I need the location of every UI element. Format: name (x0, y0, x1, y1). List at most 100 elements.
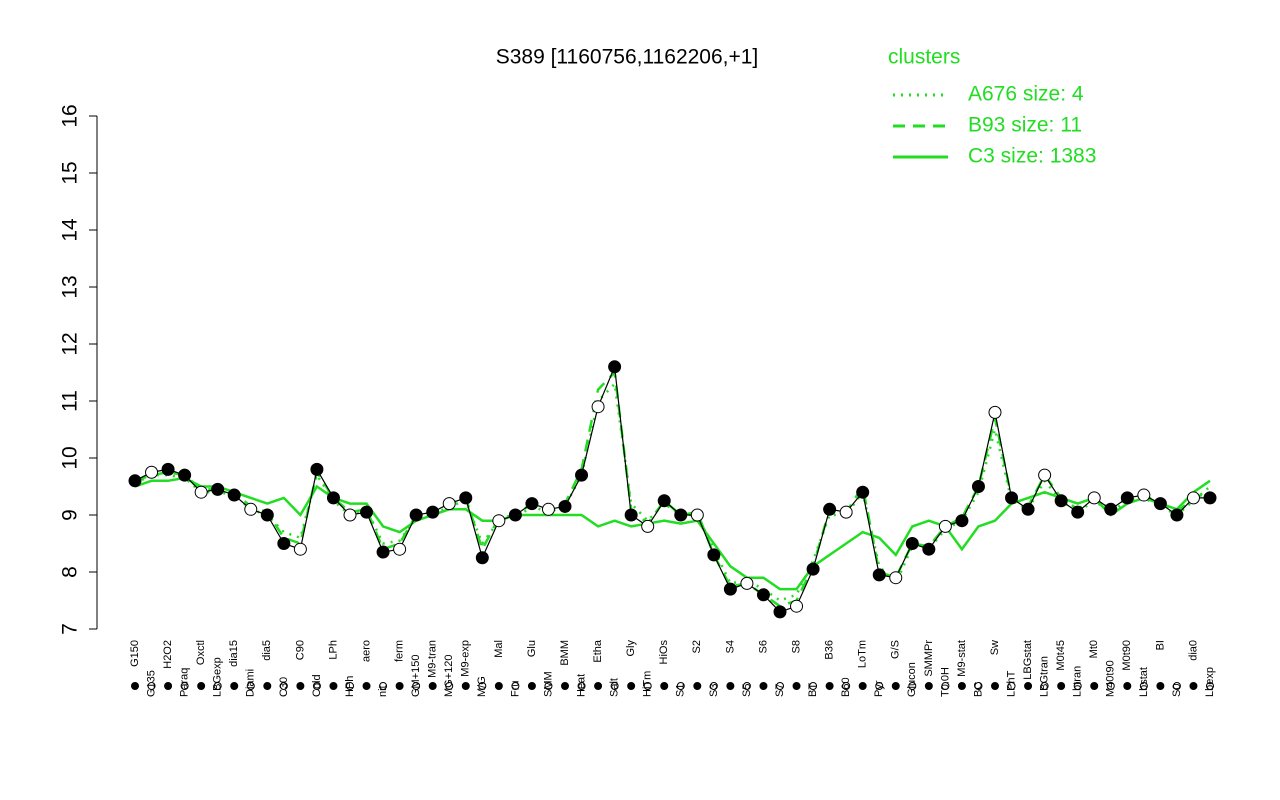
x-tick-label: LoTm (857, 640, 869, 668)
data-point (1137, 488, 1151, 502)
x-tick-label: aero (360, 640, 372, 662)
x-tick-label: ferm (394, 640, 406, 662)
sample-marker (362, 682, 371, 690)
data-point (856, 485, 870, 499)
data-point (293, 542, 307, 556)
data-point (1203, 491, 1217, 505)
data-point (1071, 505, 1085, 519)
sample-marker (957, 682, 966, 690)
data-point (1170, 508, 1184, 522)
sample-marker (1090, 682, 1099, 690)
sample-marker (412, 682, 421, 690)
legend-title: clusters (888, 46, 960, 69)
x-tick-label: nit (377, 685, 389, 697)
data-point (376, 545, 390, 559)
sample-marker (544, 682, 553, 690)
y-tick-label: 16 (59, 104, 82, 127)
data-point (988, 405, 1002, 419)
y-tick-label: 12 (59, 332, 82, 355)
sample-marker (1139, 682, 1148, 690)
x-tick-label: M0t45 (1055, 640, 1067, 671)
data-point (806, 562, 820, 576)
sample-marker (1024, 682, 1033, 690)
sample-marker (809, 682, 818, 690)
x-tick-label: dia15 (228, 640, 240, 667)
data-point (409, 508, 423, 522)
data-point (756, 588, 770, 602)
data-point (1153, 497, 1167, 511)
x-tick-label: LBGexp (212, 657, 224, 697)
y-tick-label: 9 (59, 509, 82, 521)
sample-marker (164, 682, 173, 690)
sample-marker (131, 682, 139, 690)
data-point (1021, 502, 1035, 516)
sample-marker (660, 682, 669, 690)
data-point (1038, 468, 1052, 482)
legend-label: C3 size: 1383 (968, 145, 1096, 168)
x-tick-label: B60 (840, 677, 852, 697)
data-point (244, 502, 258, 516)
sample-marker (693, 682, 702, 690)
x-tick-label: SMM (542, 671, 554, 697)
x-tick-label: S4 (724, 640, 736, 653)
x-tick-label: M9-tran (427, 640, 439, 678)
x-tick-label: Glucon (906, 662, 918, 697)
data-point (475, 551, 489, 565)
sample-marker (924, 682, 933, 690)
data-point (343, 508, 357, 522)
y-tick-label: 7 (59, 623, 82, 635)
sample-marker (1007, 682, 1016, 690)
data-point (194, 485, 208, 499)
sample-marker (643, 682, 652, 690)
sample-marker (296, 682, 305, 690)
x-tick-label: S7 (774, 684, 786, 697)
data-point (657, 494, 671, 508)
x-tick-label: HiTm (642, 671, 654, 697)
sample-marker (180, 682, 189, 690)
sample-marker (1106, 682, 1115, 690)
sample-marker (1123, 682, 1132, 690)
x-tick-label: MG+120 (443, 655, 455, 698)
x-tick-label: G/S (890, 640, 902, 659)
x-tick-label: Lbstat (1138, 667, 1150, 697)
sample-marker (1040, 682, 1049, 690)
data-point (558, 499, 572, 513)
data-point (1087, 491, 1101, 505)
data-point (674, 508, 688, 522)
sample-marker (379, 682, 388, 690)
sample-marker (742, 682, 751, 690)
legend-label: B93 size: 11 (968, 114, 1082, 137)
sample-marker (197, 682, 206, 690)
data-point (740, 576, 754, 590)
x-tick-label: Glu (526, 640, 538, 657)
sample-marker (230, 682, 239, 690)
sample-marker (312, 682, 321, 690)
data-point (1054, 494, 1068, 508)
y-tick-label: 15 (59, 161, 82, 184)
sample-marker (1189, 682, 1198, 690)
data-point (1005, 491, 1019, 505)
sample-marker (263, 682, 272, 690)
x-tick-label: C90 (294, 640, 306, 660)
x-tick-label: Mt0 (1088, 640, 1100, 658)
data-point (145, 465, 159, 479)
y-tick-label: 13 (59, 275, 82, 298)
data-point (641, 519, 655, 533)
sample-marker (428, 682, 437, 690)
sample-marker (147, 682, 156, 690)
sample-marker (1172, 682, 1181, 690)
x-tick-label: BMM (559, 640, 571, 666)
sample-marker (891, 682, 900, 690)
data-point (260, 508, 274, 522)
x-tick-label: S5 (741, 684, 753, 697)
sample-marker (527, 682, 536, 690)
x-tick-label: B36 (824, 640, 836, 660)
data-point (608, 360, 622, 374)
sample-marker (478, 682, 487, 690)
sample-marker (1057, 682, 1066, 690)
x-tick-label: BT (807, 683, 819, 697)
x-tick-label: LPhT (1005, 670, 1017, 697)
x-tick-label: C30 (278, 677, 290, 697)
sample-marker (511, 682, 520, 690)
sample-marker (792, 682, 801, 690)
